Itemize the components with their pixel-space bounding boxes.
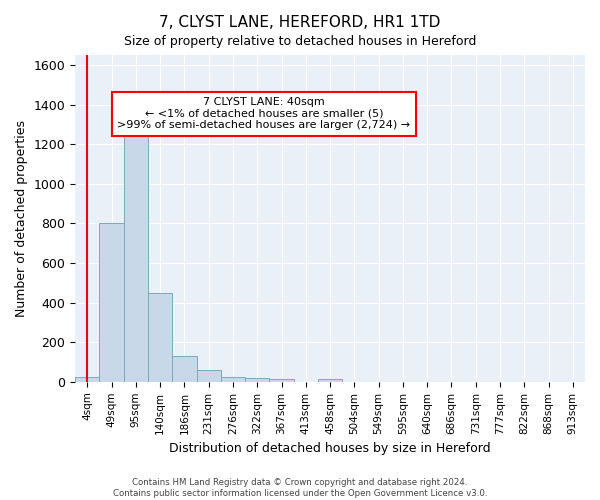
Bar	[197, 370, 221, 382]
Text: Contains HM Land Registry data © Crown copyright and database right 2024.
Contai: Contains HM Land Registry data © Crown c…	[113, 478, 487, 498]
Bar	[245, 378, 269, 382]
Bar	[318, 379, 342, 382]
X-axis label: Distribution of detached houses by size in Hereford: Distribution of detached houses by size …	[169, 442, 491, 455]
Bar	[75, 377, 100, 382]
Y-axis label: Number of detached properties: Number of detached properties	[15, 120, 28, 317]
Bar	[172, 356, 197, 382]
Bar	[124, 136, 148, 382]
Bar	[269, 379, 293, 382]
Text: 7, CLYST LANE, HEREFORD, HR1 1TD: 7, CLYST LANE, HEREFORD, HR1 1TD	[160, 15, 440, 30]
Text: 7 CLYST LANE: 40sqm
← <1% of detached houses are smaller (5)
>99% of semi-detach: 7 CLYST LANE: 40sqm ← <1% of detached ho…	[117, 97, 410, 130]
Text: Size of property relative to detached houses in Hereford: Size of property relative to detached ho…	[124, 35, 476, 48]
Bar	[148, 292, 172, 382]
Bar	[221, 377, 245, 382]
Bar	[100, 224, 124, 382]
